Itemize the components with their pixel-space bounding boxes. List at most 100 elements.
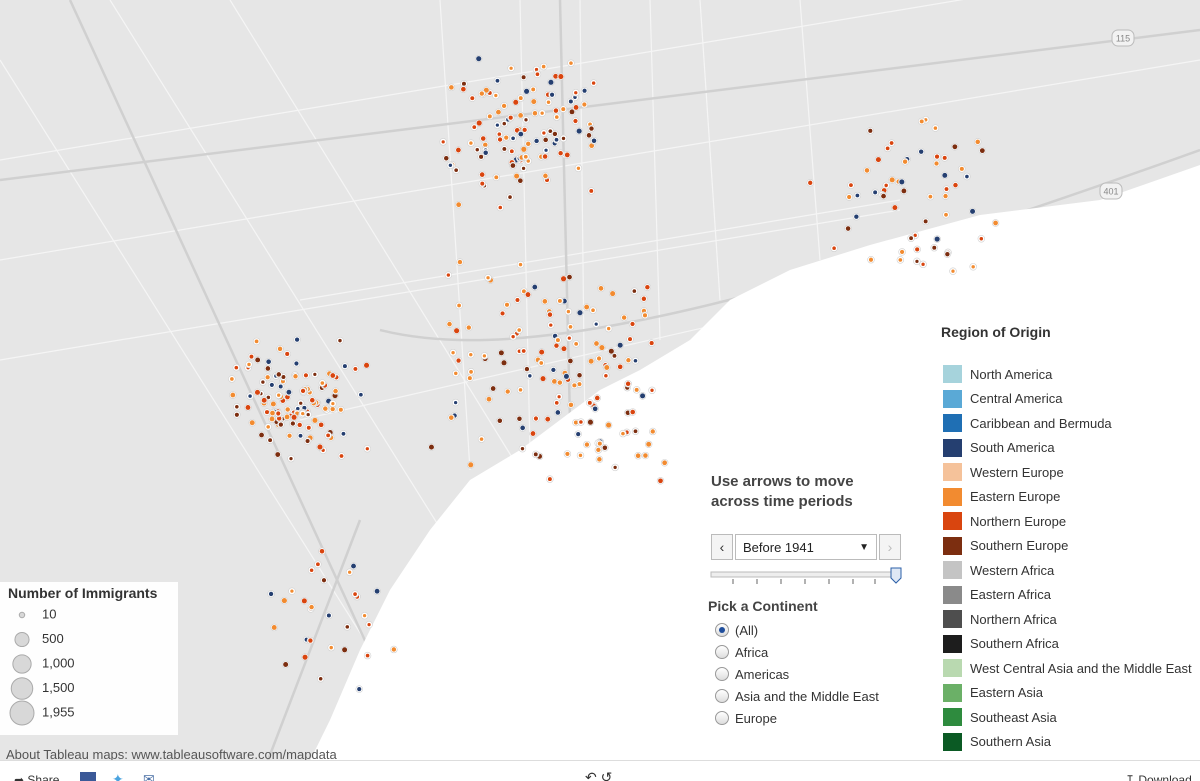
filter-title: Pick a Continent (708, 598, 818, 614)
legend-item[interactable]: West Central Asia and the Middle East (943, 656, 1192, 681)
legend-item[interactable]: Western Europe (943, 460, 1192, 485)
dot-core (299, 401, 303, 405)
dot-core (934, 236, 940, 242)
dot-core (548, 129, 553, 133)
dot-core (576, 128, 582, 134)
dot-core (965, 174, 969, 179)
radio[interactable] (715, 645, 729, 659)
dot-core (552, 131, 558, 137)
legend-item[interactable]: North America (943, 362, 1192, 387)
dot-core (521, 75, 526, 80)
legend-item[interactable]: Western Africa (943, 558, 1192, 583)
prev-button[interactable]: ‹ (711, 534, 733, 560)
dot-core (604, 365, 610, 371)
dot-core (517, 178, 523, 184)
download-button[interactable]: ↧ Download (1125, 773, 1192, 781)
slider-thumb[interactable] (890, 567, 902, 584)
dot-core (889, 141, 894, 145)
dot-core (330, 406, 335, 412)
dot-core (597, 441, 602, 446)
dot-core (944, 187, 949, 191)
legend-item[interactable]: Southern Africa (943, 632, 1192, 657)
dot-core (326, 433, 331, 438)
dot-core (520, 446, 525, 451)
share-button[interactable]: ➦ Share (14, 773, 59, 781)
legend-item[interactable]: Central America (943, 387, 1192, 412)
undo-icon[interactable]: ↶ ↺ (585, 769, 613, 781)
radio[interactable] (715, 667, 729, 681)
dot-core (993, 220, 998, 226)
legend-item[interactable]: Northern Europe (943, 509, 1192, 534)
legend-item[interactable]: Eastern Europe (943, 485, 1192, 510)
size-legend: Number of Immigrants 10 500 1,000 1,500 1,95… (0, 582, 178, 735)
dot-core (604, 374, 608, 378)
dot-core (525, 292, 531, 298)
dot-core (845, 226, 851, 231)
dot-core (945, 251, 950, 257)
dot-core (278, 422, 283, 427)
legend-item[interactable]: Southeast Asia (943, 705, 1192, 730)
dot-core (621, 315, 627, 320)
dot-core (509, 149, 514, 154)
dot-core (649, 341, 654, 346)
dot-core (472, 125, 477, 130)
dot-core (341, 431, 346, 436)
dot-core (454, 400, 458, 405)
dot-core (276, 416, 282, 421)
dot-core (374, 588, 380, 594)
twitter-icon[interactable]: ✦ (112, 771, 124, 781)
slider[interactable] (703, 566, 903, 590)
attribution[interactable]: About Tableau maps: www.tableausoftware.… (6, 747, 337, 762)
radio[interactable] (715, 623, 729, 637)
legend-item[interactable]: Caribbean and Bermuda (943, 411, 1192, 436)
dot-core (953, 182, 958, 188)
legend-item[interactable]: South America (943, 436, 1192, 461)
dot-core (533, 416, 539, 421)
dot-core (597, 457, 602, 462)
dot-core (309, 604, 314, 610)
radio[interactable] (715, 711, 729, 725)
swatch (943, 561, 962, 580)
dot-core (297, 422, 302, 428)
period: Before 1941 (743, 539, 814, 555)
dot-core (342, 647, 348, 653)
dot-core (461, 81, 466, 86)
dot-core (309, 397, 315, 403)
dot-core (351, 563, 356, 569)
legend-item[interactable]: Eastern Africa (943, 583, 1192, 608)
dot-core (567, 336, 571, 340)
dot-core (524, 366, 530, 372)
legend-item[interactable]: Southern Asia (943, 730, 1192, 755)
radio-option[interactable]: (All) (715, 619, 879, 641)
dot-core (234, 365, 239, 370)
legend-title: Number of Immigrants (8, 585, 158, 601)
period-dropdown[interactable]: Before 1941 ▼ (735, 534, 877, 560)
next-button[interactable]: › (879, 534, 901, 560)
dot-core (549, 92, 555, 97)
email-icon[interactable]: ✉ (143, 771, 155, 781)
facebook-icon[interactable] (80, 772, 96, 781)
legend-item[interactable]: Eastern Asia (943, 681, 1192, 706)
option-label: Africa (735, 644, 769, 660)
dot-core (898, 258, 903, 262)
dot-core (339, 454, 344, 458)
share-label: Share (27, 773, 60, 781)
dot-core (884, 183, 888, 188)
dot-core (298, 433, 303, 438)
dot-core (501, 360, 507, 366)
radio[interactable] (715, 689, 729, 703)
dot-core (483, 87, 489, 93)
radio-option[interactable]: Europe (715, 707, 879, 729)
dot-core (521, 349, 526, 353)
dot-core (301, 598, 307, 604)
legend-item[interactable]: Southern Europe (943, 534, 1192, 559)
dot-core (602, 445, 608, 451)
option-label: Asia and the Middle East (735, 688, 879, 704)
radio-option[interactable]: Americas (715, 663, 879, 685)
dot-core (522, 127, 527, 133)
radio-option[interactable]: Africa (715, 641, 879, 663)
dot-core (451, 350, 455, 355)
swatch (943, 536, 962, 555)
legend-item[interactable]: Northern Africa (943, 607, 1192, 632)
radio-option[interactable]: Asia and the Middle East (715, 685, 879, 707)
